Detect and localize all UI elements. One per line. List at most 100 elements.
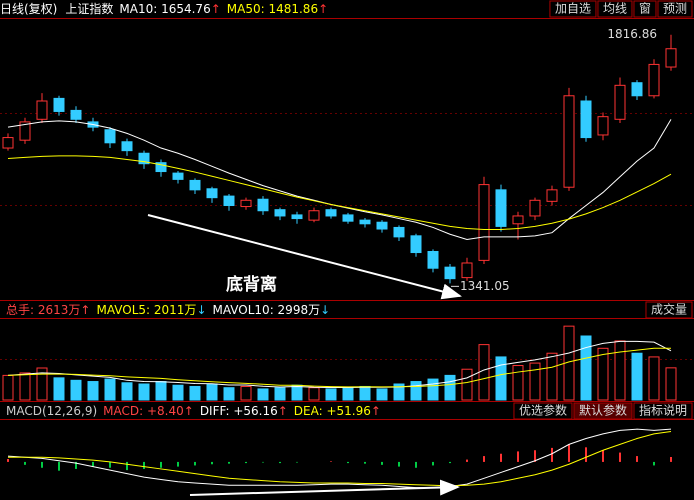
volume-bar <box>444 374 456 401</box>
candle-body <box>512 215 524 225</box>
button[interactable] <box>657 0 693 18</box>
volume-bar <box>70 379 82 401</box>
button[interactable] <box>549 0 597 18</box>
volume-bar <box>104 378 116 401</box>
header-item: ↓ <box>196 303 206 317</box>
candle-body <box>631 82 643 97</box>
header-item: MAVOL10: 2998万 <box>213 303 321 317</box>
button[interactable] <box>633 402 693 420</box>
low-label: 1341.05 <box>460 279 510 293</box>
header-item: ↓ <box>320 303 330 317</box>
volume-bar <box>189 385 201 401</box>
candle-body <box>138 152 150 165</box>
divergence-arrow <box>189 479 460 496</box>
header-item: DEA: +51.96 <box>294 404 371 418</box>
button-label[interactable]: 指标说明 <box>639 403 687 418</box>
header: 日线(复权) 上证指数 MA10: 1654.76↑ MA50: 1481.86↑ <box>0 1 328 16</box>
volume-bar <box>614 340 626 401</box>
macd-line <box>8 431 672 487</box>
volume-bar <box>461 368 473 401</box>
candle-body <box>325 209 337 217</box>
volume-bar <box>325 388 337 401</box>
volume-bar <box>359 385 371 401</box>
volume-bar <box>240 385 252 401</box>
volume-bar <box>138 383 150 401</box>
volume-bar <box>478 344 490 401</box>
candle-body <box>342 214 354 222</box>
header-item: MACD(12,26,9) <box>6 404 97 418</box>
volume-bar <box>19 372 31 401</box>
volume-bar <box>87 381 99 401</box>
volume-bar <box>223 387 235 401</box>
volume-average <box>7 347 671 388</box>
volume-bar <box>427 378 439 401</box>
button[interactable] <box>597 0 633 18</box>
volume-bar <box>546 352 558 401</box>
candle-body <box>104 129 116 144</box>
candle-body <box>206 188 218 199</box>
button-label[interactable]: 窗 <box>639 2 651 16</box>
volume-bar <box>206 383 218 401</box>
candle-body <box>529 199 541 217</box>
candle-body <box>546 189 558 202</box>
button-label[interactable]: 成交量 <box>651 302 687 317</box>
button-label[interactable]: 优选参数 <box>519 403 567 418</box>
volume-bar <box>308 387 320 401</box>
candle-body <box>563 95 575 188</box>
header-item: 总手: 2613万 <box>6 303 80 317</box>
volume-bar <box>257 388 269 401</box>
button[interactable] <box>573 402 633 420</box>
candle-body <box>36 100 48 120</box>
moving-average <box>7 155 672 231</box>
volume-bar <box>665 367 677 401</box>
header-item: ↑ <box>371 404 381 418</box>
button-label[interactable]: 加自选 <box>555 2 591 16</box>
volume-bar <box>648 356 660 401</box>
candle-body <box>223 195 235 207</box>
volume-bar <box>410 381 422 401</box>
button[interactable] <box>633 0 657 18</box>
candle-body <box>70 109 82 120</box>
title: 日线(复权) <box>0 2 57 16</box>
candle-body <box>2 137 14 149</box>
volume-bar <box>36 367 48 401</box>
volume-bar <box>495 356 507 401</box>
button[interactable] <box>513 402 573 420</box>
candle-body <box>291 214 303 220</box>
candle-body <box>427 250 439 269</box>
header-item: MACD: +8.40 <box>103 404 184 418</box>
candle-body <box>257 198 269 212</box>
volume-bar <box>53 377 65 401</box>
header: MACD(12,26,9) MACD: +8.40↑ DIFF: +56.16↑ DE… <box>6 404 381 418</box>
volume-average <box>7 340 672 388</box>
header-item: ↑ <box>211 2 221 16</box>
volume-bar <box>2 374 14 401</box>
macd-line <box>7 428 672 489</box>
candle-body <box>189 179 201 191</box>
annotation: 底背离 <box>226 274 277 295</box>
marks: 1816.86 1341.05 <box>2 27 677 489</box>
candle-body <box>648 63 660 97</box>
header-item: MA50: 1481.86 <box>227 2 318 16</box>
candle-body <box>597 116 609 136</box>
candle-body <box>495 189 507 227</box>
button-label[interactable]: 默认参数 <box>579 403 627 418</box>
candle-body <box>308 210 320 221</box>
candle-body <box>240 199 252 208</box>
candle-body <box>172 172 184 180</box>
high-label: 1816.86 <box>607 27 657 41</box>
button[interactable] <box>645 301 693 319</box>
volume-bar <box>393 383 405 401</box>
button-label[interactable]: 均线 <box>603 2 627 16</box>
candle-body <box>274 209 286 217</box>
header-item: ↑ <box>80 303 90 317</box>
button-label[interactable]: 预测 <box>663 2 687 16</box>
volume-bar <box>121 382 133 401</box>
candle-body <box>461 262 473 279</box>
header-item: MA10: 1654.76 <box>119 2 210 16</box>
subtitle: 上证指数 <box>65 1 113 16</box>
candle-body <box>614 84 626 120</box>
candle-body <box>155 162 167 173</box>
